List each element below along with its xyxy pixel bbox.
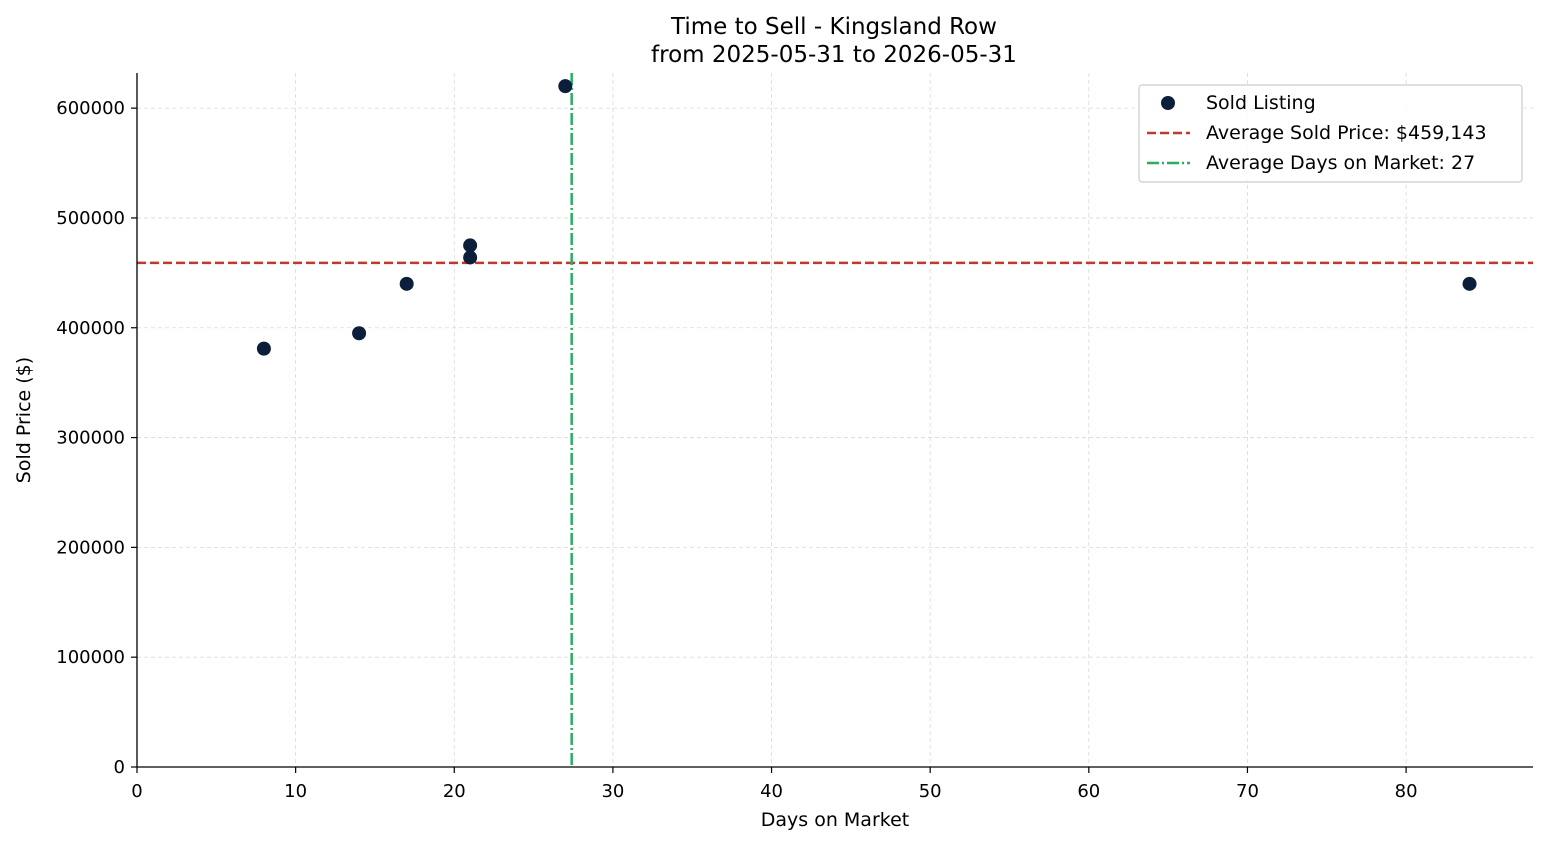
x-axis-label: Days on Market — [761, 809, 909, 831]
grid-lines — [137, 73, 1533, 767]
x-tick-label: 0 — [131, 781, 142, 802]
data-point — [463, 238, 478, 253]
data-points — [256, 79, 1477, 356]
x-tick-label: 20 — [443, 781, 466, 802]
y-tick-label: 500000 — [56, 208, 125, 229]
x-tick-label: 50 — [919, 781, 942, 802]
x-axis-ticks: 0 10 20 30 40 50 60 70 80 — [131, 767, 1418, 802]
y-tick-label: 400000 — [56, 318, 125, 339]
legend-box — [1138, 84, 1523, 183]
chart-title: Time to Sell - Kingsland Row — [670, 14, 997, 40]
y-tick-label: 600000 — [56, 98, 125, 119]
chart-subtitle: from 2025-05-31 to 2026-05-31 — [651, 42, 1017, 68]
x-tick-label: 60 — [1077, 781, 1100, 802]
y-tick-label: 200000 — [56, 537, 125, 558]
legend-marker-sold-listing — [1161, 96, 1175, 110]
legend-label-avg-price: Average Sold Price: $459,143 — [1206, 122, 1487, 144]
legend-label-sold-listing: Sold Listing — [1206, 92, 1316, 114]
axes — [136, 73, 1533, 768]
y-tick-label: 100000 — [56, 647, 125, 668]
data-point — [399, 276, 414, 291]
data-point — [463, 250, 478, 265]
x-tick-label: 10 — [284, 781, 307, 802]
legend: Sold Listing Average Sold Price: $459,14… — [1138, 84, 1523, 183]
y-tick-label: 300000 — [56, 428, 125, 449]
data-point — [352, 326, 367, 341]
y-axis-label: Sold Price ($) — [13, 357, 35, 483]
y-axis-ticks: 0 100000 200000 300000 400000 500000 600000 — [56, 98, 137, 778]
data-point — [256, 341, 271, 356]
data-point — [1462, 276, 1477, 291]
y-tick-label: 0 — [114, 757, 125, 778]
reference-lines — [137, 73, 1533, 767]
x-tick-label: 30 — [601, 781, 624, 802]
x-tick-label: 40 — [760, 781, 783, 802]
x-tick-label: 80 — [1395, 781, 1418, 802]
x-tick-label: 70 — [1236, 781, 1259, 802]
legend-label-avg-days: Average Days on Market: 27 — [1206, 152, 1475, 174]
data-point — [558, 79, 573, 94]
